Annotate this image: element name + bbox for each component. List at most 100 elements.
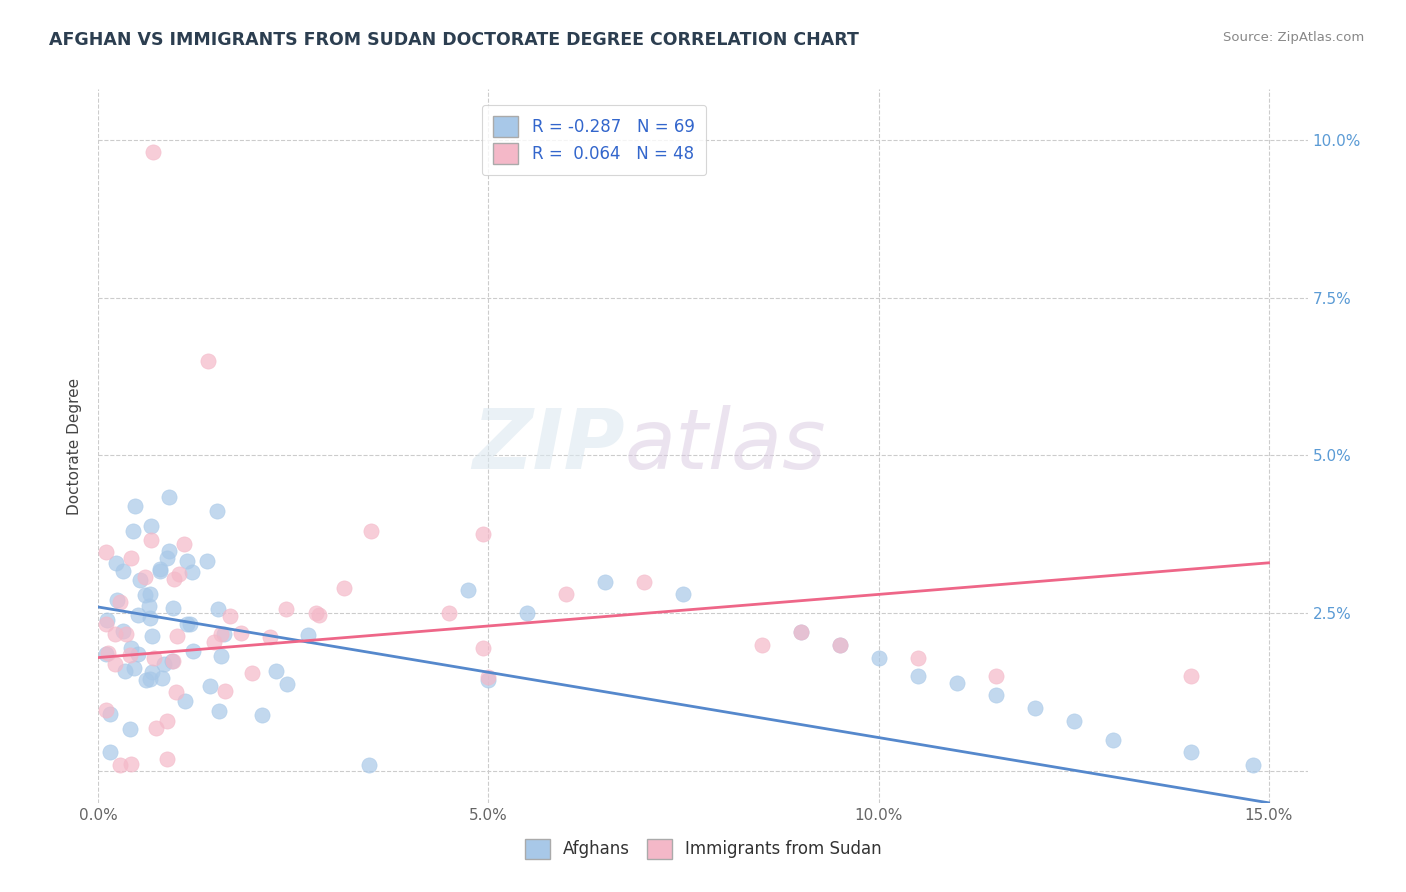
Point <box>156 751 179 765</box>
Point <box>139 611 162 625</box>
Point <box>198 679 221 693</box>
Point <box>114 664 136 678</box>
Point <box>156 551 179 566</box>
Point <box>179 617 201 632</box>
Point <box>516 607 538 621</box>
Point <box>105 592 128 607</box>
Point <box>207 602 229 616</box>
Legend: R = -0.287   N = 69, R =  0.064   N = 48: R = -0.287 N = 69, R = 0.064 N = 48 <box>482 104 706 176</box>
Point <box>218 608 240 623</box>
Point <box>945 675 967 690</box>
Point <box>907 650 929 665</box>
Text: atlas: atlas <box>624 406 827 486</box>
Point <box>173 537 195 551</box>
Point <box>207 504 229 518</box>
Point <box>157 543 180 558</box>
Point <box>111 564 134 578</box>
Point <box>297 628 319 642</box>
Point <box>1024 701 1046 715</box>
Point <box>595 574 617 589</box>
Point <box>143 651 166 665</box>
Point <box>276 676 298 690</box>
Point <box>104 627 127 641</box>
Point <box>152 657 174 672</box>
Point <box>141 629 163 643</box>
Point <box>1180 669 1202 683</box>
Point <box>156 714 179 728</box>
Point <box>789 625 811 640</box>
Point <box>96 647 118 661</box>
Point <box>308 607 330 622</box>
Point <box>160 654 183 668</box>
Point <box>202 635 225 649</box>
Point <box>134 588 156 602</box>
Text: ZIP: ZIP <box>472 406 624 486</box>
Point <box>97 646 120 660</box>
Point <box>252 707 274 722</box>
Point <box>197 353 219 368</box>
Point <box>104 657 127 671</box>
Point <box>120 550 142 565</box>
Point <box>209 627 232 641</box>
Point <box>141 519 163 533</box>
Point <box>176 617 198 632</box>
Point <box>163 572 186 586</box>
Point <box>633 574 655 589</box>
Point <box>1063 714 1085 728</box>
Point <box>439 607 461 621</box>
Point <box>149 564 172 578</box>
Point <box>150 672 173 686</box>
Point <box>122 661 145 675</box>
Point <box>457 582 479 597</box>
Point <box>139 587 162 601</box>
Point <box>166 629 188 643</box>
Point <box>180 565 202 579</box>
Point <box>357 758 380 772</box>
Point <box>555 587 578 601</box>
Y-axis label: Doctorate Degree: Doctorate Degree <box>67 377 83 515</box>
Point <box>264 664 287 678</box>
Point <box>96 617 118 632</box>
Point <box>169 567 191 582</box>
Point <box>127 647 149 661</box>
Point <box>118 648 141 663</box>
Point <box>984 689 1007 703</box>
Point <box>162 601 184 615</box>
Point <box>360 524 382 539</box>
Point <box>209 648 232 663</box>
Point <box>98 745 121 759</box>
Point <box>108 758 131 772</box>
Point <box>208 704 231 718</box>
Point <box>162 654 184 668</box>
Point <box>828 638 851 652</box>
Point <box>1101 732 1123 747</box>
Point <box>789 625 811 640</box>
Point <box>105 556 128 570</box>
Point <box>120 757 142 772</box>
Point <box>1241 758 1264 772</box>
Point <box>229 626 252 640</box>
Point <box>165 685 187 699</box>
Point <box>96 703 118 717</box>
Point <box>145 721 167 735</box>
Point <box>868 650 890 665</box>
Point <box>176 554 198 568</box>
Point <box>122 524 145 538</box>
Point <box>333 581 356 595</box>
Point <box>129 573 152 587</box>
Point <box>984 669 1007 683</box>
Point <box>142 145 165 160</box>
Point <box>828 638 851 652</box>
Point <box>305 606 328 620</box>
Point <box>195 554 218 568</box>
Point <box>120 640 142 655</box>
Legend: Afghans, Immigrants from Sudan: Afghans, Immigrants from Sudan <box>517 832 889 866</box>
Point <box>108 595 131 609</box>
Point <box>139 533 162 548</box>
Point <box>159 491 181 505</box>
Point <box>96 545 118 559</box>
Point <box>139 672 162 686</box>
Point <box>174 693 197 707</box>
Point <box>477 670 499 684</box>
Point <box>471 640 494 655</box>
